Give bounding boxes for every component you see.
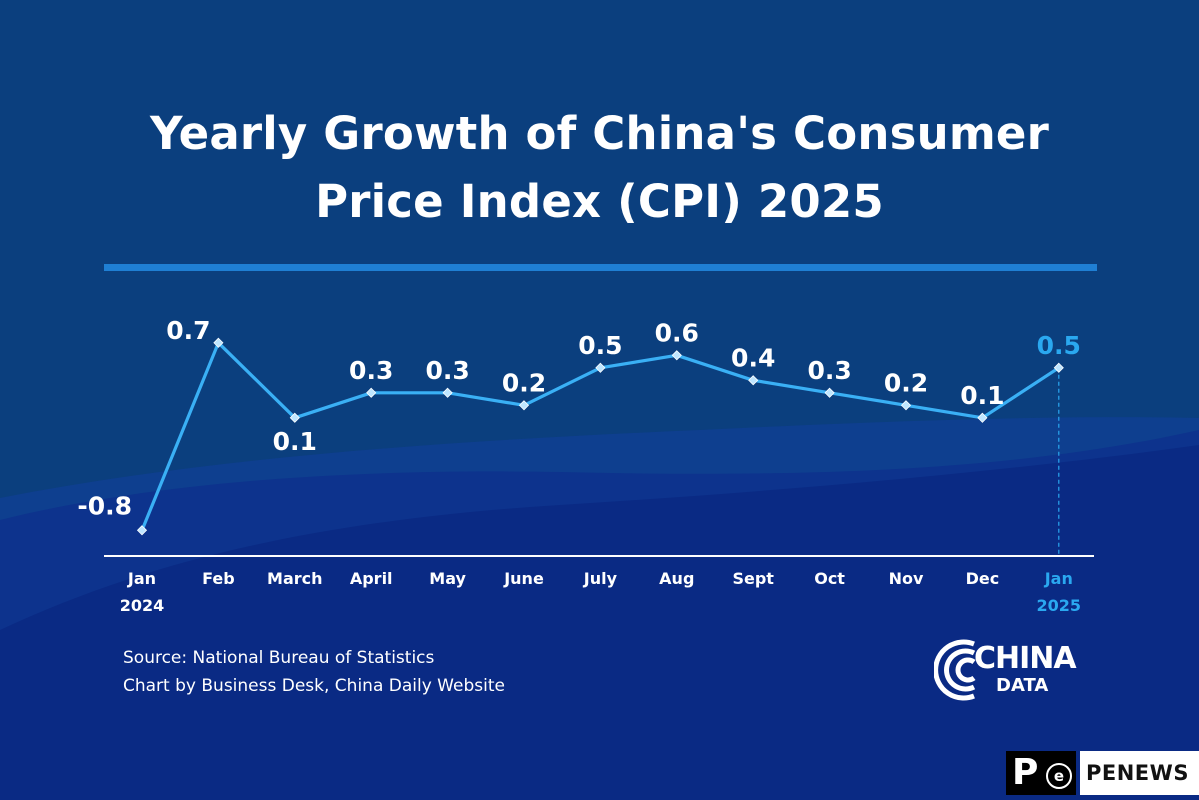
chart-title-line1: Yearly Growth of China's Consumer [149, 107, 1050, 160]
data-label: 0.2 [502, 368, 546, 397]
penews-mark: P e [1006, 751, 1076, 795]
x-tick-year: 2024 [120, 596, 165, 615]
penews-label-bg [1080, 751, 1199, 795]
data-label: 0.5 [578, 331, 622, 360]
china-data-signal-icon [934, 639, 976, 701]
data-point [900, 400, 912, 411]
x-tick-label: Aug [659, 569, 694, 588]
data-point [977, 412, 988, 423]
x-tick-year: 2025 [1037, 596, 1082, 615]
penews-mark-letter: P [1012, 752, 1039, 793]
source-text: Source: National Bureau of Statistics [123, 648, 435, 668]
x-tick-label: April [350, 569, 393, 588]
china-data-logo: CHINA DATA [934, 636, 1079, 702]
data-point [671, 350, 682, 361]
data-label: 0.5 [1037, 331, 1081, 360]
data-label: 0.6 [655, 318, 699, 347]
data-point [289, 412, 300, 423]
x-tick-label: Nov [889, 569, 924, 588]
data-label: 0.3 [349, 356, 393, 385]
data-point [595, 362, 606, 373]
credit-text: Chart by Business Desk, China Daily Webs… [123, 676, 505, 696]
data-point [136, 525, 148, 536]
data-label: 0.1 [273, 427, 317, 456]
logo-text-china: CHINA [974, 641, 1077, 676]
chart-title-line2: Price Index (CPI) 2025 [315, 174, 884, 228]
x-tick-label: May [429, 569, 466, 588]
penews-mark-sub: e [1046, 763, 1072, 789]
x-tick-label: Oct [814, 569, 845, 588]
x-tick-label: March [267, 569, 322, 588]
data-point [518, 400, 530, 411]
chart-title: Yearly Growth of China's Consumer Price … [0, 100, 1199, 235]
data-point [213, 337, 224, 348]
data-label: 0.3 [425, 356, 469, 385]
data-label: 0.3 [807, 356, 851, 385]
x-tick-label: Jan [1044, 569, 1073, 588]
penews-label: PENEWS [1086, 761, 1189, 785]
x-tick-label: Jan [127, 569, 156, 588]
data-label: -0.8 [77, 491, 132, 520]
data-point [748, 375, 759, 386]
title-divider [104, 264, 1097, 271]
data-point [1053, 362, 1064, 373]
data-label: 0.1 [960, 381, 1004, 410]
logo-text-data: DATA [996, 675, 1049, 696]
data-label: 0.7 [166, 316, 210, 345]
x-tick-label: June [503, 569, 544, 588]
data-label: 0.2 [884, 368, 928, 397]
x-tick-label: Dec [966, 569, 1000, 588]
data-label: 0.4 [731, 343, 775, 372]
x-tick-label: Feb [202, 569, 235, 588]
x-tick-label: Sept [732, 569, 774, 588]
x-tick-label: July [583, 569, 618, 588]
data-point [366, 387, 377, 398]
penews-watermark: P e PENEWS [1006, 751, 1199, 795]
data-point [824, 387, 835, 398]
data-point [442, 387, 453, 398]
background-wave-dark [0, 445, 1199, 800]
footer-notes: Source: National Bureau of Statistics Ch… [123, 644, 505, 700]
